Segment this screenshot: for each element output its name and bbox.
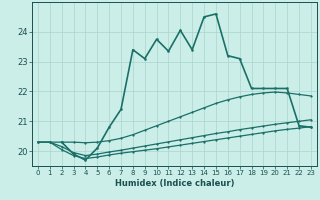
X-axis label: Humidex (Indice chaleur): Humidex (Indice chaleur) [115,179,234,188]
